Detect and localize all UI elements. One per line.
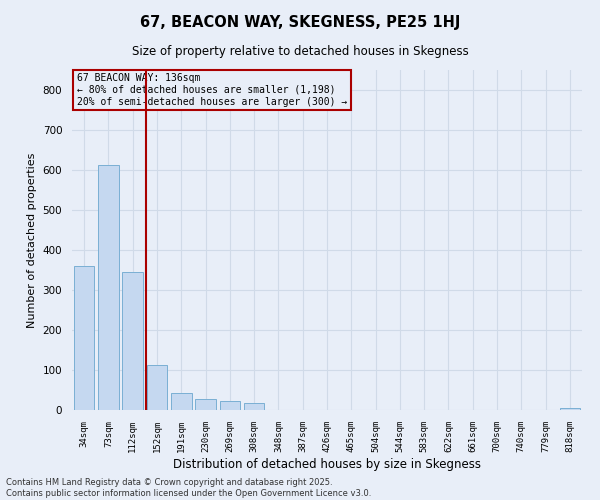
Bar — [98, 165, 119, 410]
Bar — [220, 401, 240, 410]
Bar — [171, 393, 191, 410]
Text: Contains HM Land Registry data © Crown copyright and database right 2025.
Contai: Contains HM Land Registry data © Crown c… — [6, 478, 371, 498]
Y-axis label: Number of detached properties: Number of detached properties — [27, 152, 37, 328]
X-axis label: Distribution of detached houses by size in Skegness: Distribution of detached houses by size … — [173, 458, 481, 470]
Bar — [560, 408, 580, 410]
Bar — [74, 266, 94, 410]
Text: Size of property relative to detached houses in Skegness: Size of property relative to detached ho… — [131, 45, 469, 58]
Text: 67, BEACON WAY, SKEGNESS, PE25 1HJ: 67, BEACON WAY, SKEGNESS, PE25 1HJ — [140, 15, 460, 30]
Bar — [122, 272, 143, 410]
Bar — [146, 365, 167, 410]
Bar — [244, 403, 265, 410]
Bar — [195, 399, 216, 410]
Text: 67 BEACON WAY: 136sqm
← 80% of detached houses are smaller (1,198)
20% of semi-d: 67 BEACON WAY: 136sqm ← 80% of detached … — [77, 74, 347, 106]
